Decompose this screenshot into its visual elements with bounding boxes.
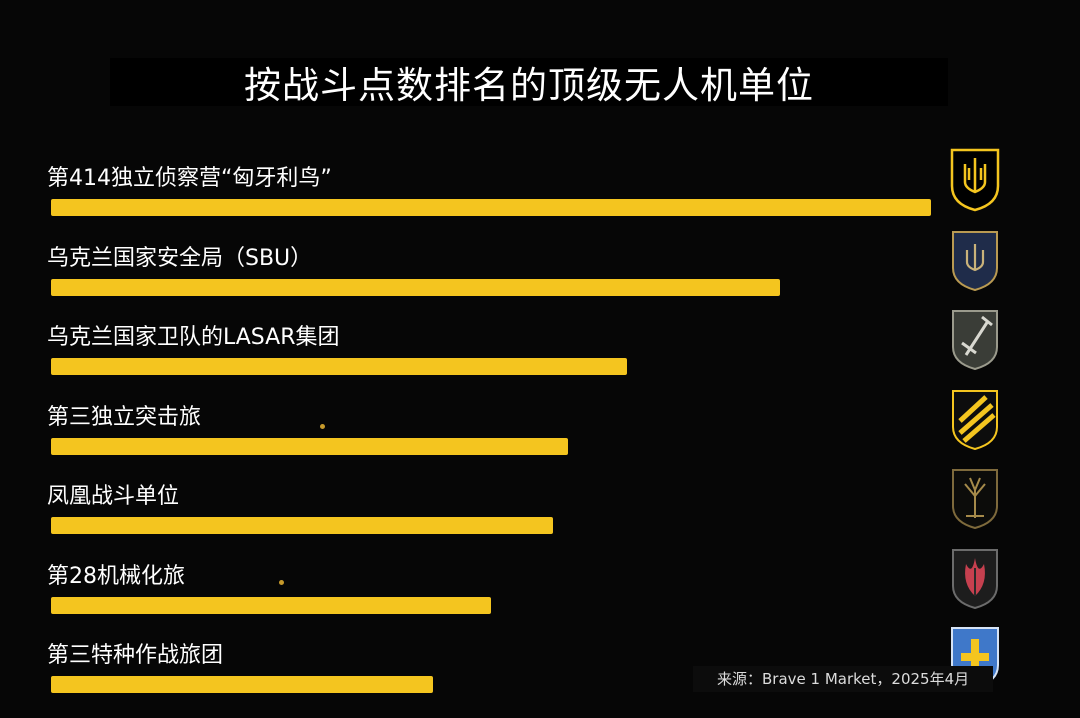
bar bbox=[51, 358, 627, 375]
sword-shield-icon bbox=[948, 307, 1002, 371]
bar bbox=[51, 596, 491, 614]
decorative-speck bbox=[320, 424, 325, 429]
striped-shield-icon bbox=[948, 387, 1002, 451]
category-label: 乌克兰国家卫队的LASAR集团 bbox=[47, 325, 340, 350]
tree-shield-icon bbox=[948, 466, 1002, 530]
sbu-shield-icon bbox=[948, 228, 1002, 292]
bar bbox=[51, 437, 569, 455]
title-band: 按战斗点数排名的顶级无人机单位 bbox=[110, 58, 948, 107]
flame-shield-icon bbox=[948, 546, 1002, 610]
category-label: 第28机械化旅 bbox=[47, 563, 185, 589]
category-label: 凤凰战斗单位 bbox=[47, 484, 180, 509]
trident-shield-icon bbox=[948, 148, 1002, 212]
bar bbox=[51, 278, 780, 296]
category-label: 第三特种作战旅团 bbox=[47, 643, 224, 668]
chart-title: 按战斗点数排名的顶级无人机单位 bbox=[244, 64, 814, 107]
bar bbox=[51, 676, 433, 693]
category-label: 乌克兰国家安全局（SBU） bbox=[47, 245, 313, 271]
bar bbox=[51, 199, 931, 216]
bar bbox=[51, 517, 553, 534]
decorative-speck bbox=[279, 580, 284, 585]
source-label: 来源：Brave 1 Market，2025年4月 bbox=[693, 666, 993, 692]
category-label: 第三独立突击旅 bbox=[47, 404, 202, 430]
category-label: 第414独立侦察营“匈牙利鸟” bbox=[47, 166, 332, 191]
